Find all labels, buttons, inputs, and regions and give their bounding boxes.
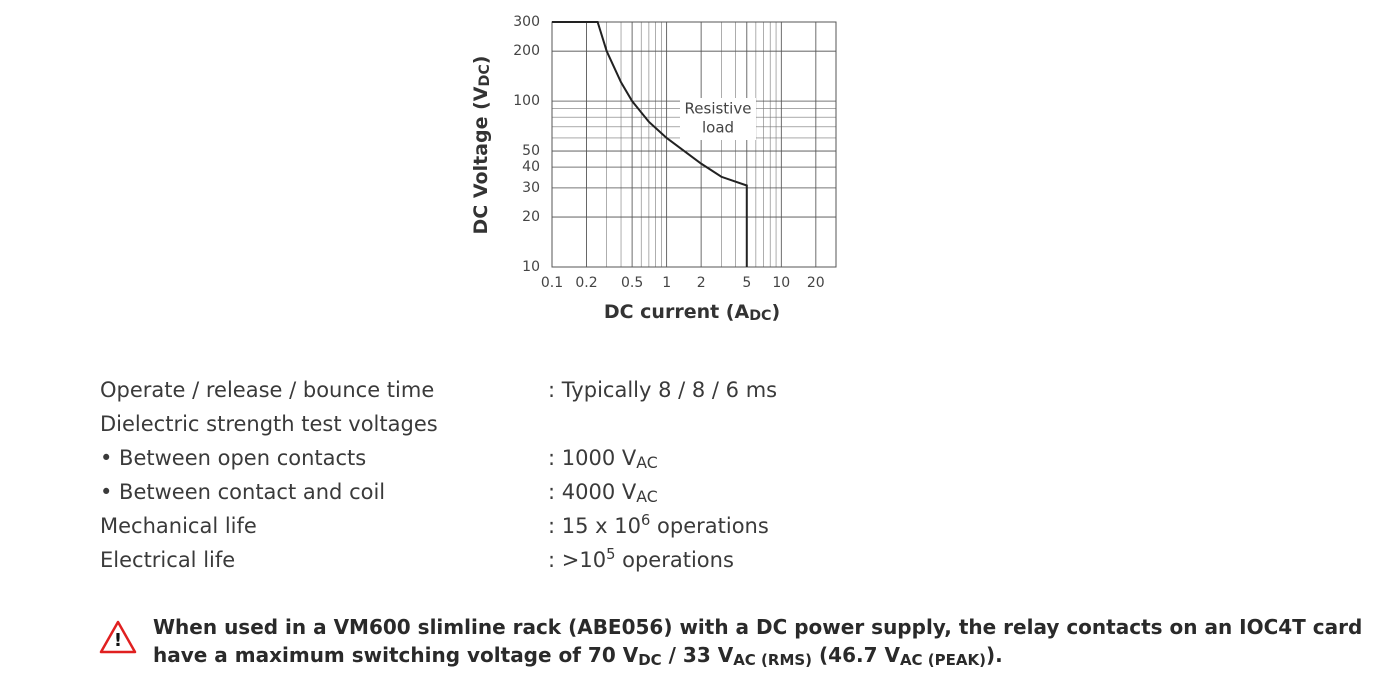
x-axis-label: DC current (ADC) <box>604 301 780 325</box>
x-tick-label: 0.1 <box>541 275 563 291</box>
text-part: : 4000 V <box>548 480 637 504</box>
x-tick-label: 20 <box>807 275 825 291</box>
spec-label: Operate / release / bounce time <box>100 378 434 402</box>
y-tick-label: 40 <box>522 159 540 175</box>
y-tick-label: 10 <box>522 259 540 275</box>
text-part: operations <box>650 514 768 538</box>
spec-value: : >105 operations <box>548 546 734 572</box>
text-part: / 33 V <box>662 643 734 667</box>
text-part: DC current (A <box>604 301 750 323</box>
x-tick-label: 2 <box>697 275 706 291</box>
annotation-bg <box>680 98 756 140</box>
subscript: DC <box>477 64 493 86</box>
y-tick-label: 100 <box>513 93 540 109</box>
text-part: ) <box>771 301 780 323</box>
spec-value: : 4000 VAC <box>548 480 658 506</box>
curve <box>552 21 748 267</box>
spec-label: Mechanical life <box>100 514 257 538</box>
x-tick-label: 1 <box>662 275 671 291</box>
spec-label: Dielectric strength test voltages <box>100 412 438 436</box>
warning-text: have a maximum switching voltage of 70 V… <box>153 643 1003 670</box>
x-tick-label: 5 <box>742 275 751 291</box>
warning-icon: ! <box>99 620 137 654</box>
supscript: 6 <box>641 512 650 529</box>
warning-text: When used in a VM600 slimline rack (ABE0… <box>153 615 1362 639</box>
text-part: DC Voltage (V <box>470 86 492 234</box>
text-part: : Typically 8 / 8 / 6 ms <box>548 378 777 402</box>
svg-text:!: ! <box>114 630 122 651</box>
annotation: Resistive <box>685 100 752 118</box>
subscript: AC <box>636 453 658 472</box>
y-tick-label: 200 <box>513 43 540 59</box>
y-axis-label: DC Voltage (VDC) <box>470 56 494 235</box>
text-part: : 15 x 10 <box>548 514 641 538</box>
text-part: When used in a VM600 slimline rack (ABE0… <box>153 615 1362 639</box>
text-part: : 1000 V <box>548 446 637 470</box>
text-part: : >10 <box>548 548 606 572</box>
text-part: have a maximum switching voltage of 70 V <box>153 643 639 667</box>
y-tick-label: 20 <box>522 209 540 225</box>
spec-value: : 1000 VAC <box>548 446 658 472</box>
plot-frame <box>551 21 837 268</box>
spec-label: • Between contact and coil <box>100 480 385 504</box>
spec-value: : Typically 8 / 8 / 6 ms <box>548 378 777 402</box>
spec-label: Electrical life <box>100 548 235 572</box>
subscript: AC <box>636 487 658 506</box>
subscript: AC (RMS) <box>733 651 812 669</box>
text-part: (46.7 V <box>812 643 900 667</box>
text-part: ) <box>470 56 492 65</box>
text-part: operations <box>615 548 733 572</box>
text-part: ). <box>986 643 1003 667</box>
x-tick-label: 0.2 <box>575 275 597 291</box>
y-tick-label: 30 <box>522 180 540 196</box>
spec-value: : 15 x 106 operations <box>548 512 769 538</box>
supscript: 5 <box>606 546 615 563</box>
y-tick-label: 300 <box>513 14 540 30</box>
x-tick-label: 0.5 <box>621 275 643 291</box>
subscript: DC <box>749 308 771 324</box>
y-tick-label: 50 <box>522 143 540 159</box>
annotation: load <box>702 119 734 137</box>
subscript: DC <box>638 651 661 669</box>
spec-label: • Between open contacts <box>100 446 366 470</box>
x-tick-label: 10 <box>772 275 790 291</box>
subscript: AC (PEAK) <box>900 651 986 669</box>
